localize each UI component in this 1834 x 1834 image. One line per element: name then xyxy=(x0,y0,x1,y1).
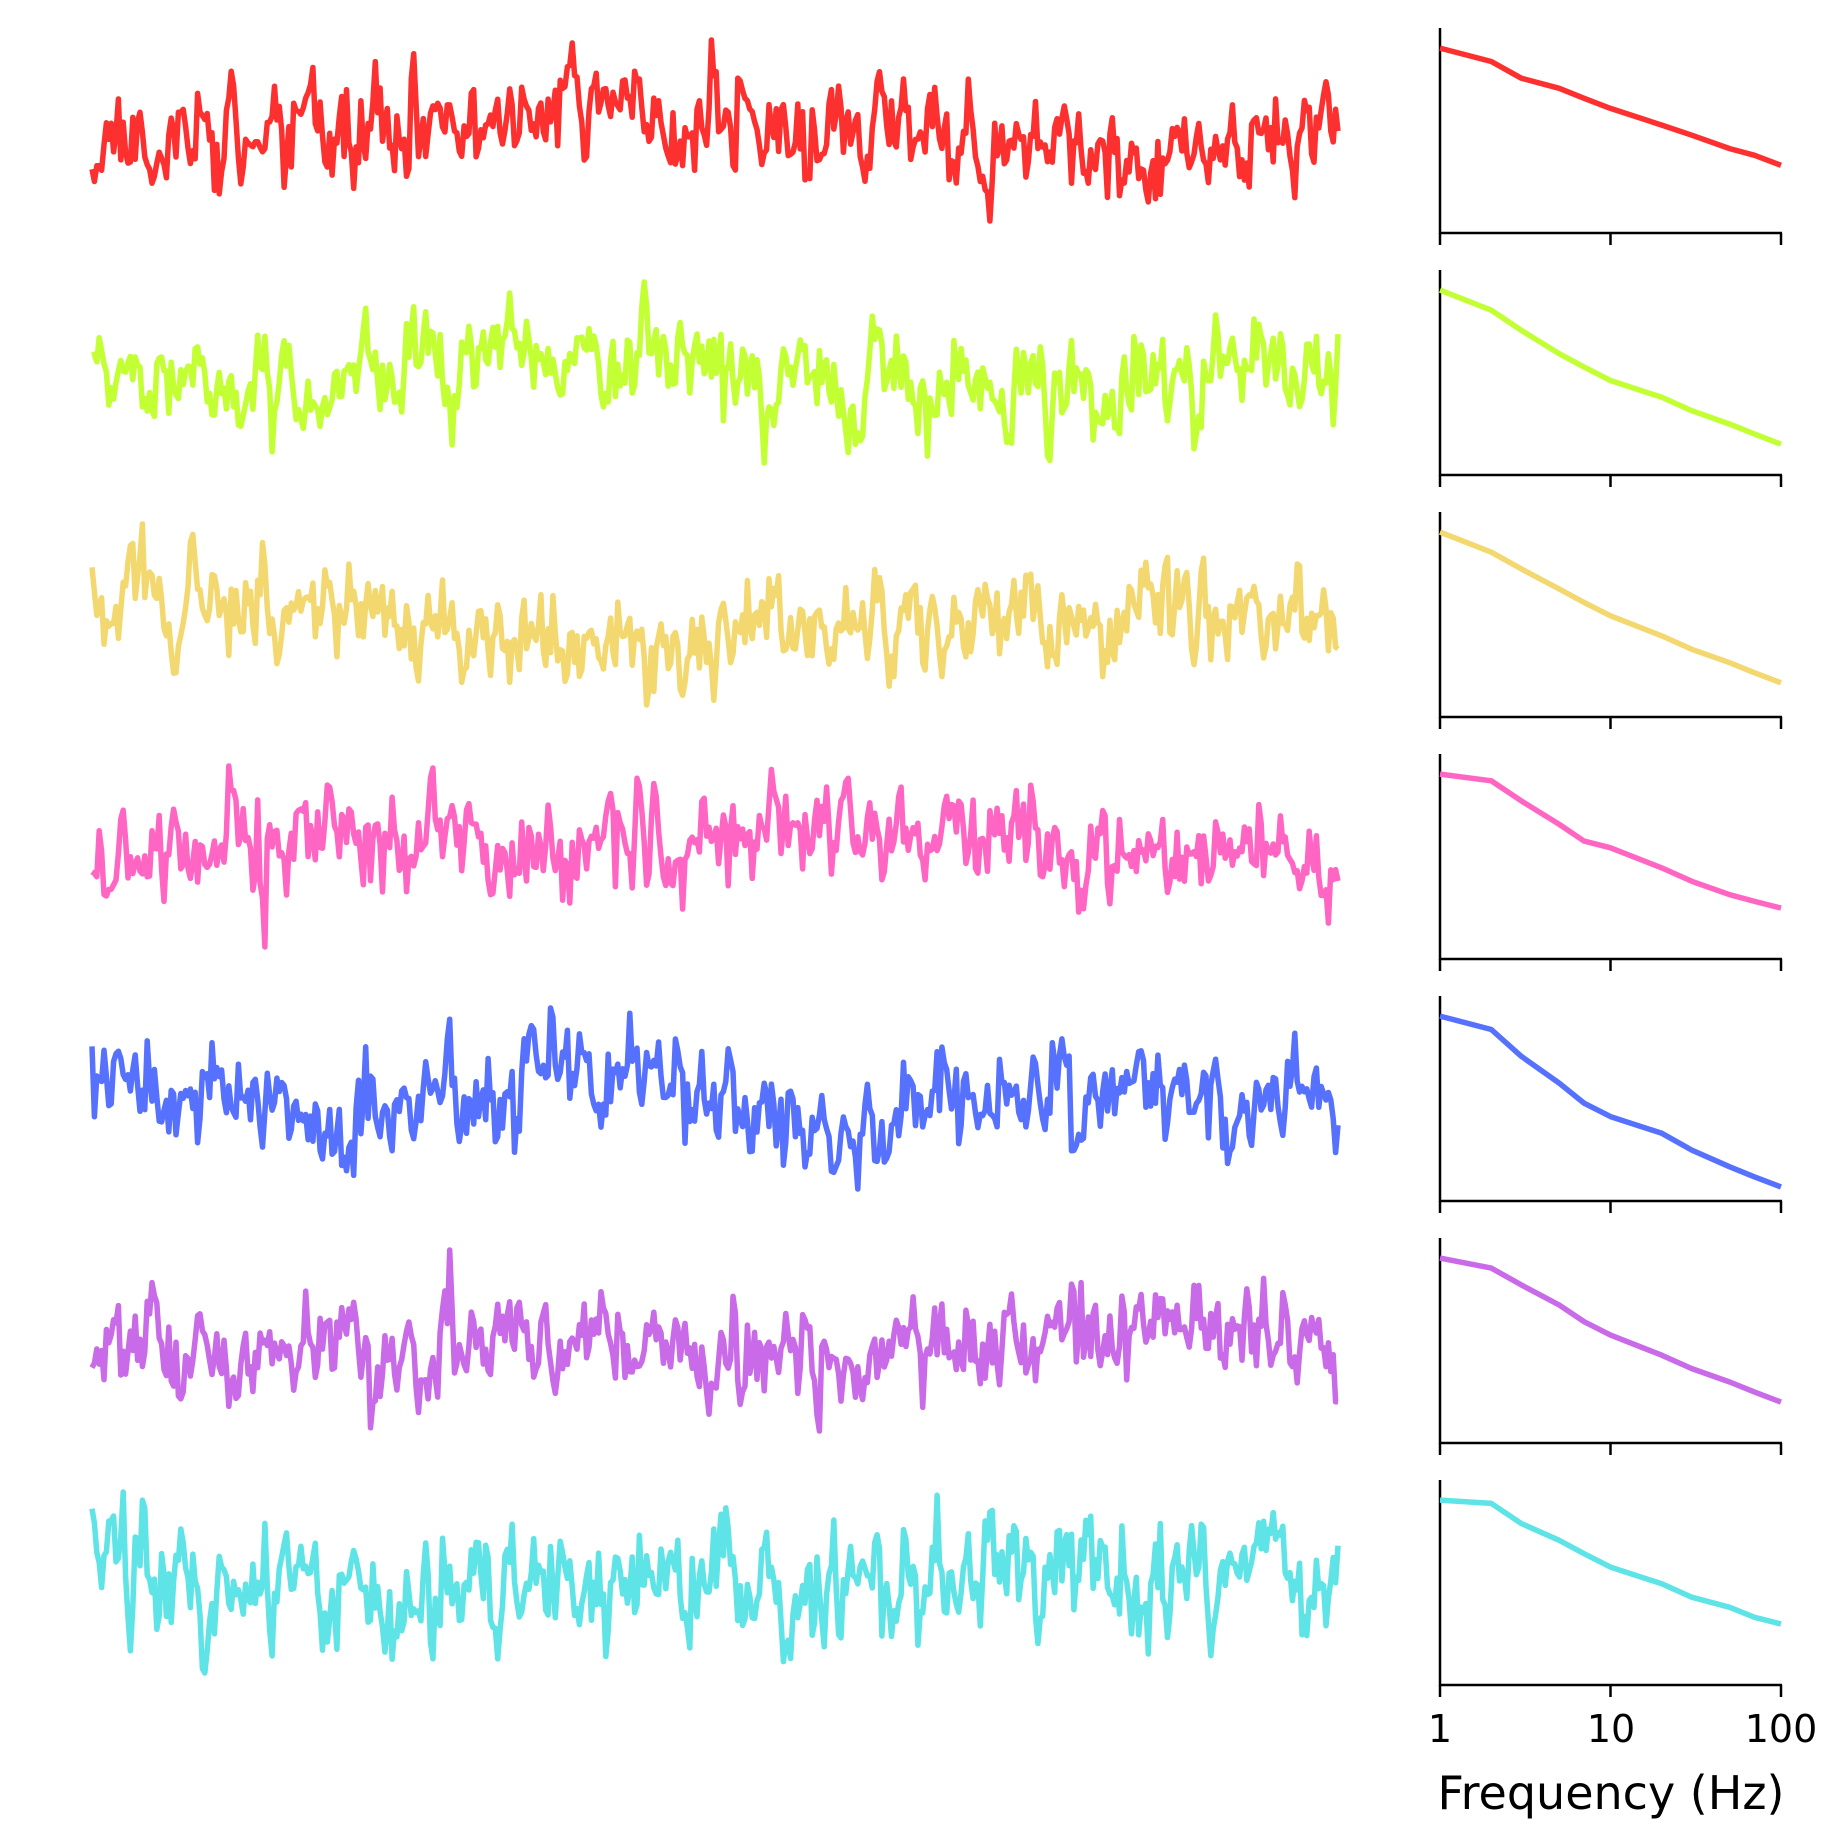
spectrum-line-1 xyxy=(1439,45,1782,168)
spectrum-axes-1 xyxy=(1438,28,1783,245)
row-1 xyxy=(89,28,1783,245)
spectrum-line-5 xyxy=(1439,1013,1782,1190)
spectrum-line-4 xyxy=(1439,771,1782,911)
time-series-line-2 xyxy=(91,279,1341,466)
row-3 xyxy=(89,512,1783,729)
time-series-line-4 xyxy=(90,763,1341,950)
row-5 xyxy=(89,996,1783,1213)
row-2 xyxy=(91,270,1783,487)
time-series-line-3 xyxy=(89,521,1340,708)
row-7 xyxy=(89,1480,1783,1697)
spectrum-line-2 xyxy=(1438,287,1782,447)
chart-rows xyxy=(89,28,1783,1697)
time-series-line-1 xyxy=(89,37,1341,224)
spectrum-axes-5 xyxy=(1438,996,1783,1213)
time-series-line-6 xyxy=(89,1247,1339,1434)
spectrum-line-6 xyxy=(1439,1255,1782,1405)
row-6 xyxy=(89,1238,1783,1455)
spectrum-axes-6 xyxy=(1438,1238,1783,1455)
spectrum-axes-4 xyxy=(1438,754,1783,971)
spectrum-axes-7 xyxy=(1438,1480,1783,1697)
spectrum-axes-2 xyxy=(1438,270,1783,487)
x-tick-label-100: 100 xyxy=(1745,1707,1818,1751)
row-4 xyxy=(90,754,1783,971)
x-axis-label: Frequency (Hz) xyxy=(1438,1766,1785,1820)
spectrum-line-3 xyxy=(1438,529,1782,686)
time-series-line-7 xyxy=(89,1489,1341,1676)
x-tick-label-1: 1 xyxy=(1428,1707,1452,1751)
time-series-line-5 xyxy=(89,1005,1341,1192)
x-tick-label-10: 10 xyxy=(1587,1707,1635,1751)
spectrum-line-7 xyxy=(1439,1497,1782,1627)
spectrum-axes-3 xyxy=(1438,512,1783,729)
frequency-axis: 1 10 100 Frequency (Hz) xyxy=(1428,1707,1817,1820)
